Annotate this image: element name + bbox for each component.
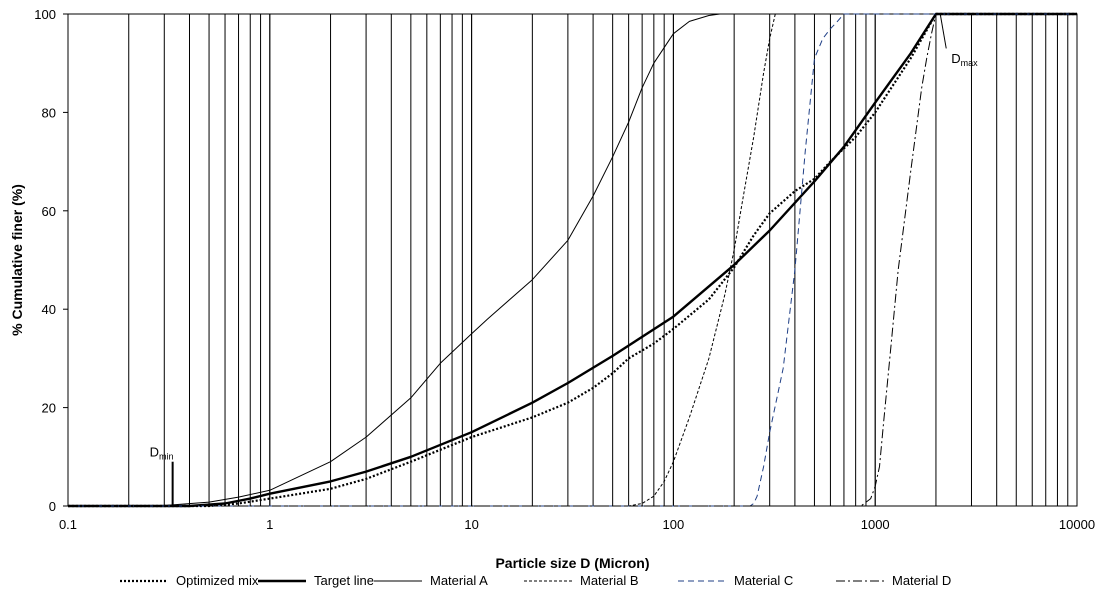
annotations: Dmin Dmax [150,13,978,506]
legend-label: Material A [430,573,488,588]
x-tick-label: 1 [266,517,273,532]
x-axis-title: Particle size D (Micron) [495,555,649,571]
series-material-d [68,13,1077,507]
y-tick-label: 20 [42,401,56,416]
y-tick-label: 0 [49,499,56,514]
y-tick-label: 80 [42,105,56,120]
legend-label: Material D [892,573,951,588]
series-material-c [68,13,1077,507]
axis-ticks: 0.1 1 10 100 1000 10000 0 20 40 60 80 100 [34,7,1095,532]
y-axis-title: % Cumulative finer (%) [9,184,25,336]
x-tick-label: 100 [663,517,685,532]
series-target-line [68,12,1077,508]
dmin-label: Dmin [150,445,174,462]
legend: Optimized mix Target line Material A Materi… [120,573,951,588]
legend-label: Material C [734,573,793,588]
x-tick-label: 1000 [861,517,890,532]
dmax-leader [939,13,947,49]
y-tick-label: 60 [42,204,56,219]
legend-label: Optimized mix [176,573,259,588]
y-tick-label: 100 [34,7,56,22]
series-lines [67,12,1077,508]
series-material-a [67,13,1077,507]
y-tick-label: 40 [42,302,56,317]
dmax-label: Dmax [951,51,978,68]
x-tick-label: 0.1 [59,517,77,532]
vertical-gridlines [128,14,1069,506]
series-material-b [68,13,1077,507]
legend-label: Target line [314,573,374,588]
x-tick-label: 10 [464,517,478,532]
series-optimized-mix [68,12,1077,508]
x-tick-label: 10000 [1059,517,1095,532]
legend-label: Material B [580,573,639,588]
plot-area-frame [67,13,1078,507]
